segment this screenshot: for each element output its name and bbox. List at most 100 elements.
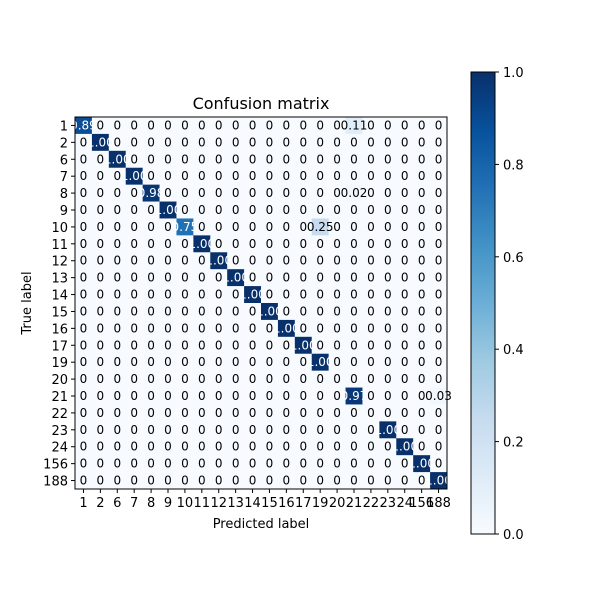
cell-value-label: 0 — [249, 338, 257, 352]
cell-value-label: 0 — [181, 372, 189, 386]
heatmap-cell — [108, 319, 127, 338]
cell-value-label: 0 — [181, 338, 189, 352]
heatmap-cell — [142, 387, 160, 405]
heatmap-cell — [277, 370, 296, 388]
heatmap-cell — [108, 201, 127, 219]
cell-value-label: 0 — [401, 220, 409, 234]
heatmap-cell — [75, 235, 93, 253]
heatmap-cell — [362, 201, 380, 219]
cell-value-label: 0 — [266, 169, 274, 183]
heatmap-cell — [362, 353, 380, 372]
heatmap-cell — [345, 184, 363, 202]
cell-value-label: 0 — [198, 304, 206, 318]
cell-value-label: 0 — [130, 118, 138, 132]
heatmap-cell — [345, 404, 363, 422]
cell-value-label: 0 — [97, 423, 105, 437]
cell-value-label: 0 — [333, 237, 341, 251]
heatmap-cell — [311, 438, 330, 456]
heatmap-cell — [176, 421, 194, 439]
cell-value-label: 0 — [367, 457, 375, 471]
cell-value-label: 0 — [316, 152, 324, 166]
heatmap-cell — [294, 184, 313, 202]
heatmap-cell — [362, 438, 380, 456]
heatmap-cell — [176, 117, 194, 135]
heatmap-cell — [227, 421, 245, 439]
cell-value-label: 0 — [181, 457, 189, 471]
cell-value-label: 0 — [418, 372, 426, 386]
cell-value-label: 0 — [367, 118, 375, 132]
heatmap-cell — [210, 286, 228, 304]
cell-value-label: 0 — [113, 338, 121, 352]
cell-value-label: 0 — [249, 203, 257, 217]
cell-value-label: 0 — [198, 118, 206, 132]
cell-value-label: 0.25 — [307, 220, 334, 234]
heatmap-cell — [277, 472, 296, 490]
heatmap-cell — [379, 218, 397, 236]
cell-value-label: 0 — [384, 321, 392, 335]
cell-value-label: 0 — [80, 169, 88, 183]
heatmap-cell — [244, 370, 262, 388]
heatmap-cell — [227, 133, 245, 152]
cell-value-label: 0 — [435, 457, 443, 471]
heatmap-cell — [227, 455, 245, 473]
heatmap-cell — [108, 133, 127, 152]
cell-value-label: 0 — [113, 220, 121, 234]
heatmap-cell — [125, 167, 144, 186]
heatmap-cell — [294, 404, 313, 422]
heatmap-cell — [244, 286, 262, 304]
heatmap-cell — [108, 184, 127, 202]
cell-value-label: 0 — [367, 186, 375, 200]
heatmap-cell — [362, 252, 380, 270]
cell-value-label: 0 — [147, 423, 155, 437]
cell-value-label: 0 — [80, 186, 88, 200]
heatmap-cell — [75, 150, 93, 169]
heatmap-cell — [294, 387, 313, 405]
cell-value-label: 0 — [299, 440, 307, 454]
cell-value-label: 0 — [80, 406, 88, 420]
cell-value-label: 1.00 — [222, 271, 249, 285]
heatmap-cell — [125, 201, 144, 219]
cell-value-label: 0 — [130, 338, 138, 352]
cell-value-label: 0 — [333, 288, 341, 302]
cell-value-label: 1.00 — [121, 169, 148, 183]
cell-value-label: 0 — [164, 118, 172, 132]
cell-value-label: 0 — [130, 440, 138, 454]
cell-value-label: 0 — [181, 406, 189, 420]
heatmap-cell — [142, 252, 160, 270]
cell-value-label: 0 — [181, 389, 189, 403]
heatmap-cell — [210, 252, 228, 270]
heatmap-cell — [261, 133, 279, 152]
heatmap-cell — [125, 455, 144, 473]
cell-value-label: 0 — [401, 389, 409, 403]
y-tick-label: 1 — [60, 119, 68, 134]
heatmap-cell — [75, 184, 93, 202]
cell-value-label: 0 — [215, 186, 223, 200]
cell-value-label: 0 — [299, 237, 307, 251]
heatmap-cell — [244, 252, 262, 270]
cell-value-label: 0 — [350, 169, 358, 183]
heatmap-cell — [430, 117, 448, 135]
heatmap-cell — [345, 353, 363, 372]
heatmap-cell — [108, 336, 127, 355]
cell-value-label: 0 — [113, 440, 121, 454]
heatmap-cell — [142, 303, 160, 321]
heatmap-cell — [430, 150, 448, 169]
heatmap-cell — [159, 184, 177, 202]
x-tick-label: 24 — [396, 496, 413, 511]
cell-value-label: 0 — [316, 440, 324, 454]
cell-value-label: 0 — [147, 457, 155, 471]
cell-value-label: 0 — [164, 372, 172, 386]
cell-value-label: 0 — [80, 135, 88, 149]
cell-value-label: 0 — [316, 321, 324, 335]
heatmap-cell — [294, 438, 313, 456]
colorbar-tick-label: 0.2 — [503, 436, 524, 451]
heatmap-cell — [328, 336, 346, 355]
heatmap-cell — [379, 336, 397, 355]
heatmap-cell — [261, 167, 279, 186]
cell-value-label: 0 — [435, 254, 443, 268]
cell-value-label: 0 — [283, 457, 291, 471]
cell-value-label: 0 — [401, 152, 409, 166]
heatmap-cell — [159, 218, 177, 236]
heatmap-cell — [430, 252, 448, 270]
